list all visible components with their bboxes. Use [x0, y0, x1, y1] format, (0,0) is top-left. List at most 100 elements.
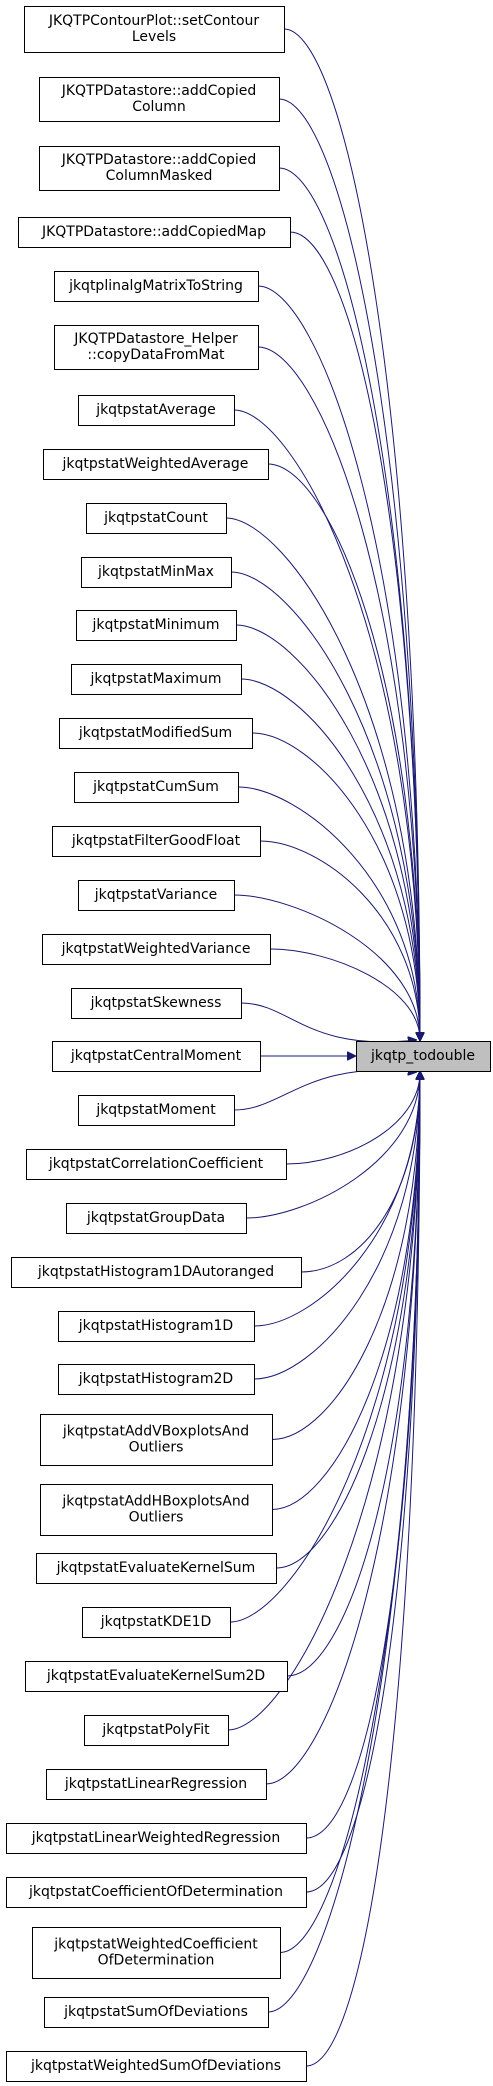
caller-node-box: [46, 1769, 267, 1800]
nodes-layer: JKQTPContourPlot::setContourLevelsJKQTPD…: [6, 6, 491, 2082]
call-edge: [245, 1072, 420, 1219]
call-edge: [257, 346, 420, 1040]
call-edge: [233, 1070, 416, 1111]
caller-node[interactable]: jkqtpstatWeightedCoefficientOfDeterminat…: [32, 1927, 281, 1979]
target-node[interactable]: jkqtp_todouble: [356, 1041, 491, 1072]
caller-node[interactable]: jkqtpstatCentralMoment: [52, 1041, 261, 1072]
caller-node-box: [43, 449, 269, 480]
caller-node[interactable]: jkqtpstatEvaluateKernelSum2D: [25, 1661, 288, 1692]
caller-node[interactable]: jkqtpstatHistogram1D: [58, 1311, 255, 1342]
caller-node-label: jkqtpstatWeightedAverage: [62, 456, 249, 472]
target-node-box: [356, 1041, 491, 1072]
call-edge: [240, 1002, 416, 1042]
call-edge: [275, 1072, 420, 1569]
call-edge: [278, 98, 420, 1040]
caller-node-box: [84, 1715, 229, 1746]
call-edge: [267, 463, 420, 1040]
caller-node-box: [76, 610, 237, 641]
caller-node-box: [54, 271, 259, 302]
caller-node[interactable]: jkqtpstatMaximum: [71, 664, 242, 695]
caller-node[interactable]: jkqtpstatCount: [86, 503, 227, 534]
caller-node[interactable]: jkqtpstatCorrelationCoefficient: [26, 1149, 287, 1180]
caller-node-box: [42, 934, 271, 965]
call-edge: [283, 28, 420, 1040]
caller-node-box: [52, 1041, 261, 1072]
caller-node-box: [78, 880, 235, 911]
caller-node[interactable]: jkqtpstatModifiedSum: [59, 718, 253, 749]
caller-node[interactable]: jkqtpstatAverage: [78, 395, 235, 426]
caller-node[interactable]: jkqtpstatMoment: [78, 1095, 235, 1126]
caller-node-label: Outliers: [129, 1510, 184, 1526]
caller-node[interactable]: jkqtpstatGroupData: [66, 1203, 247, 1234]
caller-node-box: [40, 1414, 273, 1466]
caller-node[interactable]: jkqtpstatWeightedSumOfDeviations: [6, 2051, 307, 2082]
caller-node[interactable]: jkqtpstatCumSum: [74, 772, 239, 803]
call-edge: [267, 1072, 420, 2013]
caller-node-label: JKQTPDatastore_Helper: [73, 331, 238, 347]
caller-node-box: [32, 1927, 281, 1979]
caller-node[interactable]: jkqtpstatLinearRegression: [46, 1769, 267, 1800]
caller-node-label: jkqtpstatHistogram2D: [78, 1371, 233, 1387]
caller-node[interactable]: jkqtpstatFilterGoodFloat: [52, 826, 261, 857]
caller-node-label: jkqtpstatLinearRegression: [64, 1776, 247, 1792]
caller-node-label: jkqtpstatCentralMoment: [70, 1048, 242, 1064]
call-edge: [259, 840, 420, 1040]
caller-node-label: jkqtpstatWeightedCoefficient: [53, 1937, 258, 1953]
caller-node-box: [24, 6, 285, 53]
caller-node-box: [39, 146, 280, 191]
caller-node-label: OfDetermination: [98, 1953, 215, 1969]
caller-node-label: JKQTPDatastore::addCopiedMap: [41, 224, 266, 240]
caller-node-label: JKQTPContourPlot::setContour: [48, 13, 260, 29]
caller-node[interactable]: jkqtpstatKDE1D: [82, 1607, 231, 1638]
caller-node-box: [26, 1149, 287, 1180]
caller-node-label: jkqtpstatAverage: [95, 402, 216, 418]
caller-node-label: jkqtpstatAddHBoxplotsAnd: [61, 1494, 249, 1510]
caller-node-box: [18, 217, 291, 248]
caller-node-box: [39, 77, 280, 122]
caller-node-label: jkqtpstatEvaluateKernelSum2D: [46, 1668, 265, 1684]
caller-node-box: [71, 988, 242, 1019]
caller-node[interactable]: JKQTPDatastore_Helper::copyDataFromMat: [54, 325, 259, 370]
call-edge: [240, 678, 420, 1040]
caller-node[interactable]: JKQTPDatastore::addCopiedMap: [18, 217, 291, 248]
caller-node[interactable]: jkqtpstatWeightedAverage: [43, 449, 269, 480]
caller-node[interactable]: jkqtpstatMinMax: [81, 557, 232, 588]
caller-node[interactable]: jkqtpstatLinearWeightedRegression: [6, 1823, 307, 1854]
caller-node-box: [78, 1095, 235, 1126]
caller-node-box: [74, 772, 239, 803]
caller-node-box: [86, 503, 227, 534]
caller-node-label: jkqtpstatVariance: [94, 887, 218, 903]
caller-node[interactable]: jkqtpstatSumOfDeviations: [44, 1997, 269, 2028]
call-edge: [237, 786, 420, 1040]
caller-node-box: [58, 1364, 255, 1395]
caller-node-box: [44, 1997, 269, 2028]
caller-node[interactable]: jkqtpstatWeightedVariance: [42, 934, 271, 965]
caller-node-label: jkqtpstatModifiedSum: [78, 725, 232, 741]
caller-node-label: jkqtpstatPolyFit: [101, 1722, 210, 1738]
caller-node[interactable]: jkqtpstatHistogram1DAutoranged: [11, 1257, 302, 1288]
caller-node[interactable]: jkqtpstatHistogram2D: [58, 1364, 255, 1395]
caller-node-label: JKQTPDatastore::addCopied: [61, 152, 257, 168]
caller-node-label: jkqtpstatWeightedSumOfDeviations: [30, 2058, 281, 2074]
caller-node-label: jkqtpstatSkewness: [90, 995, 222, 1011]
caller-node[interactable]: jkqtplinalgMatrixToString: [54, 271, 259, 302]
caller-node[interactable]: jkqtpstatEvaluateKernelSum: [36, 1553, 277, 1584]
caller-node[interactable]: jkqtpstatVariance: [78, 880, 235, 911]
caller-node[interactable]: jkqtpstatPolyFit: [84, 1715, 229, 1746]
caller-node[interactable]: jkqtpstatSkewness: [71, 988, 242, 1019]
call-edge: [227, 1072, 420, 1731]
target-node-label: jkqtp_todouble: [370, 1048, 475, 1064]
caller-node[interactable]: jkqtpstatCoefficientOfDetermination: [6, 1877, 307, 1908]
call-edge: [269, 948, 420, 1040]
call-edge: [251, 732, 420, 1040]
caller-node[interactable]: jkqtpstatMinimum: [76, 610, 237, 641]
edges-layer: [225, 28, 420, 2067]
call-edge: [257, 285, 420, 1040]
caller-node-box: [82, 1607, 231, 1638]
call-edge: [230, 571, 420, 1040]
